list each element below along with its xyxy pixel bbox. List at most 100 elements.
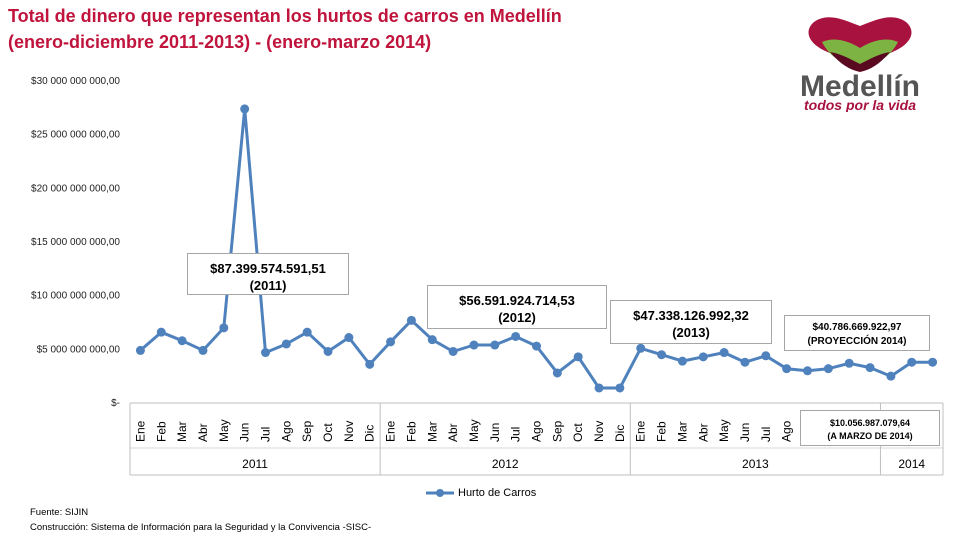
x-tick-label: Nov (592, 421, 606, 442)
x-tick-label: Abr (196, 423, 210, 442)
data-point (219, 323, 229, 333)
x-tick-label: Sep (300, 420, 314, 442)
data-point (323, 346, 333, 356)
x-tick-label: Jul (509, 427, 523, 442)
footer-source: Fuente: SIJIN (30, 507, 89, 518)
y-tick-label: $- (111, 398, 120, 409)
data-point (865, 363, 875, 373)
x-tick-label: Mar (175, 421, 189, 442)
data-point (740, 357, 750, 367)
annotation-2011: $87.399.574.591,51 (2011) (187, 253, 349, 295)
data-point (636, 343, 646, 353)
data-point (448, 346, 458, 356)
x-tick-label: Mar (675, 421, 689, 442)
x-tick-label: May (467, 419, 481, 442)
x-tick-label: Abr (446, 423, 460, 442)
x-tick-label: Ago (780, 420, 794, 442)
x-tick-label: Ene (384, 420, 398, 442)
logo-heart-dark (830, 52, 890, 72)
x-tick-label: Jul (259, 427, 273, 442)
year-label: 2013 (742, 457, 769, 471)
annotation-march-amount: $10.056.987.079,64 (829, 418, 911, 428)
data-point (615, 383, 625, 393)
x-tick-label: Oct (571, 423, 585, 442)
year-label: 2011 (242, 457, 268, 471)
annotation-march-2014: $10.056.987.079,64 (A MARZO DE 2014) (800, 410, 940, 446)
annotation-2011-period: (2011) (249, 278, 287, 293)
y-tick-label: $10 000 000 000,00 (31, 291, 120, 302)
data-point (302, 327, 312, 337)
x-tick-label: Nov (342, 421, 356, 442)
x-tick-label: Ene (133, 420, 147, 442)
x-tick-label: May (217, 419, 231, 442)
data-point (490, 340, 500, 350)
y-tick-label: $5 000 000 000,00 (37, 344, 121, 355)
x-tick-label: Ago (279, 420, 293, 442)
annotation-2013-amount: $47.338.126.992,32 (633, 308, 749, 323)
data-point (135, 345, 145, 355)
x-tick-label: Abr (696, 423, 710, 442)
footer: Fuente: SIJIN Construcción: Sistema de I… (30, 505, 371, 535)
x-tick-label: Mar (425, 421, 439, 442)
data-point (719, 348, 729, 358)
data-point (782, 364, 792, 374)
x-tick-label: Feb (404, 421, 418, 442)
logo-tagline: todos por la vida (804, 97, 916, 112)
data-point (928, 357, 938, 367)
data-point (657, 350, 667, 360)
data-point (406, 315, 416, 325)
data-point (677, 356, 687, 366)
series-hurto-de-carros (135, 104, 938, 393)
annotation-2013-period: (2013) (672, 325, 710, 340)
x-tick-label: Feb (655, 421, 669, 442)
y-tick-label: $20 000 000 000,00 (31, 183, 120, 194)
data-point (156, 327, 166, 337)
data-point (177, 336, 187, 346)
legend-label: Hurto de Carros (458, 487, 537, 499)
x-tick-label: Dic (613, 425, 627, 442)
x-tick-label: Oct (321, 423, 335, 442)
data-point (552, 368, 562, 378)
data-point (823, 364, 833, 374)
data-point (198, 345, 208, 355)
medellin-logo: Medellín todos por la vida (800, 17, 920, 112)
logo-wordmark: Medellín (800, 70, 920, 103)
annotation-projection-2014: $40.786.669.922,97 (PROYECCIÓN 2014) (784, 315, 930, 351)
data-point (511, 331, 521, 341)
data-point (594, 383, 604, 393)
annotation-projection-amount: $40.786.669.922,97 (812, 322, 902, 333)
footer-construction: Construcción: Sistema de Información par… (30, 522, 372, 533)
data-point (886, 371, 896, 381)
data-point (844, 358, 854, 368)
data-point (365, 359, 375, 369)
data-point (532, 341, 541, 351)
legend-marker (426, 489, 454, 497)
legend: Hurto de Carros (426, 487, 536, 499)
data-point (469, 340, 479, 350)
y-tick-label: $15 000 000 000,00 (31, 237, 120, 248)
x-tick-label: May (717, 419, 731, 442)
data-point (761, 351, 771, 361)
data-point (907, 357, 917, 367)
y-tick-label: $30 000 000 000,00 (31, 76, 120, 87)
data-point (698, 352, 708, 362)
year-label: 2014 (898, 457, 925, 471)
annotation-2012: $56.591.924.714,53 (2012) (427, 285, 607, 329)
data-point (240, 104, 250, 114)
y-tick-label: $25 000 000 000,00 (31, 130, 120, 141)
x-tick-label: Jul (759, 427, 773, 442)
data-point (803, 366, 812, 376)
title-line-2: (enero-diciembre 2011-2013) - (enero-mar… (8, 32, 432, 52)
annotation-2012-period: (2012) (498, 310, 536, 325)
x-tick-label: Ago (530, 420, 544, 442)
data-point (261, 348, 270, 358)
data-point (427, 335, 437, 345)
annotation-2012-amount: $56.591.924.714,53 (459, 293, 575, 308)
annotation-march-period: (A MARZO DE 2014) (827, 431, 913, 441)
data-point (573, 352, 583, 362)
x-tick-label: Jun (488, 423, 502, 442)
x-tick-label: Jun (738, 423, 752, 442)
x-tick-label: Dic (363, 425, 377, 442)
annotation-projection-period: (PROYECCIÓN 2014) (807, 336, 907, 347)
